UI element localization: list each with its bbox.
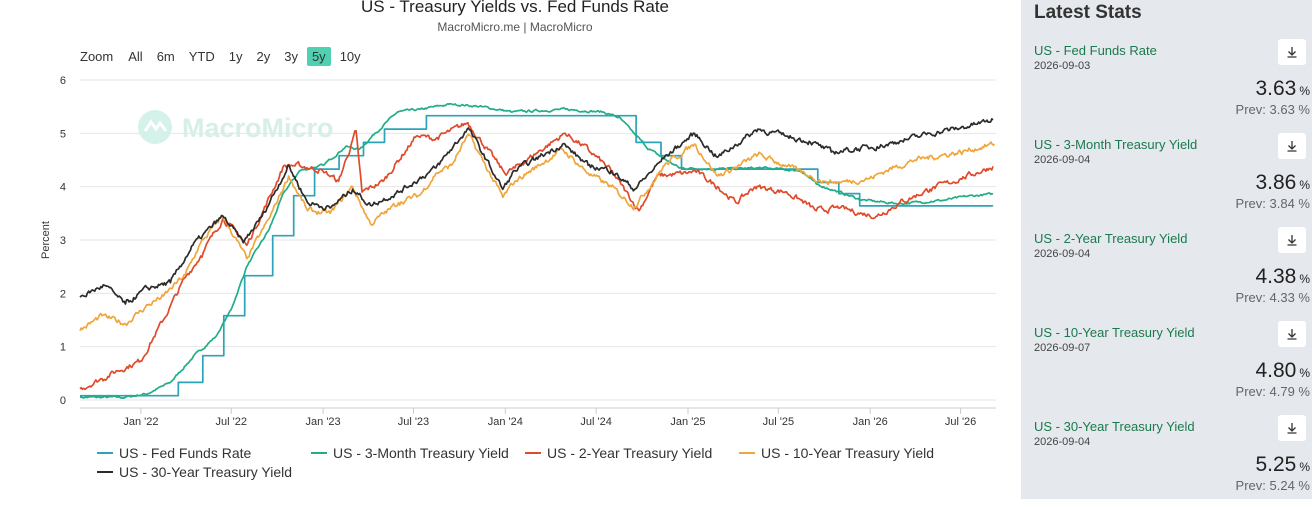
x-tick-label: Jan '22 [123, 416, 158, 428]
x-tick-label: Jul '26 [945, 416, 976, 428]
x-tick-label: Jan '23 [306, 416, 341, 428]
x-tick-label: Jan '26 [853, 416, 888, 428]
y-tick-label: 2 [60, 288, 66, 300]
line-chart: MacroMicro 0 1 2 3 4 5 6 Jan '22 Jul '22 Jan '23… [40, 75, 996, 428]
download-button[interactable] [1278, 321, 1306, 347]
watermark: MacroMicro [138, 110, 334, 144]
zoom-bar: Zoom All 6m YTD 1y 2y 3y 5y 10y [80, 47, 370, 66]
legend-item-2y[interactable]: US - 2-Year Treasury Yield [525, 445, 712, 461]
zoom-1y-button[interactable]: 1y [228, 49, 243, 64]
stat-prev: Prev: 4.33 % [1235, 290, 1310, 305]
series-lines [79, 102, 996, 399]
stat-value: 4.80% [1255, 359, 1310, 382]
zoom-6m-button[interactable]: 6m [156, 49, 175, 64]
stat-prev: Prev: 4.79 % [1235, 384, 1310, 399]
latest-stats-panel: Latest Stats US - Fed Funds Rate 2026-09… [1021, 0, 1312, 499]
download-button[interactable] [1278, 227, 1306, 253]
legend-label: US - 10-Year Treasury Yield [761, 445, 935, 461]
watermark-text: MacroMicro [182, 113, 334, 143]
x-tick-label: Jul '23 [398, 416, 429, 428]
legend-item-10y[interactable]: US - 10-Year Treasury Yield [739, 445, 934, 461]
zoom-3y-button[interactable]: 3y [284, 49, 298, 64]
series-line-4 [79, 133, 996, 332]
stat-date: 2026-09-04 [1034, 436, 1091, 448]
legend-swatch [97, 471, 113, 473]
stat-3m: US - 3-Month Treasury Yield 2026-09-04 3… [1034, 133, 1312, 229]
stat-name[interactable]: US - 10-Year Treasury Yield [1034, 325, 1195, 340]
stat-prev: Prev: 5.24 % [1235, 478, 1310, 493]
y-axis: 0 1 2 3 4 5 6 [60, 75, 66, 407]
zoom-all-button[interactable]: All [128, 49, 143, 64]
stat-date: 2026-09-04 [1034, 154, 1091, 166]
series-line-3 [79, 121, 994, 391]
y-tick-label: 0 [60, 395, 66, 407]
stat-prev: Prev: 3.84 % [1235, 196, 1310, 211]
stat-10y: US - 10-Year Treasury Yield 2026-09-07 4… [1034, 321, 1312, 417]
stat-date: 2026-09-07 [1034, 342, 1091, 354]
download-icon [1287, 47, 1297, 58]
stat-2y: US - 2-Year Treasury Yield 2026-09-04 4.… [1034, 227, 1312, 323]
download-icon [1287, 235, 1297, 246]
legend-label: US - 3-Month Treasury Yield [333, 445, 509, 461]
y-tick-label: 5 [60, 128, 66, 140]
y-axis-label: Percent [40, 221, 52, 259]
series-line-2 [79, 102, 994, 399]
legend-item-fed-funds[interactable]: US - Fed Funds Rate [97, 445, 251, 461]
y-tick-label: 6 [60, 75, 66, 87]
stat-date: 2026-09-03 [1034, 60, 1091, 72]
download-button[interactable] [1278, 133, 1306, 159]
stat-name[interactable]: US - 2-Year Treasury Yield [1034, 231, 1188, 246]
stat-value: 3.86% [1255, 171, 1310, 194]
x-tick-label: Jul '22 [216, 416, 247, 428]
x-tick-label: Jul '25 [763, 416, 794, 428]
download-icon [1287, 423, 1297, 434]
grid-lines [80, 79, 996, 409]
stat-name[interactable]: US - 30-Year Treasury Yield [1034, 419, 1195, 434]
legend-item-30y[interactable]: US - 30-Year Treasury Yield [97, 464, 292, 480]
stat-value: 5.25% [1255, 453, 1310, 476]
stat-prev: Prev: 3.63 % [1235, 102, 1310, 117]
x-tick-label: Jan '25 [670, 416, 705, 428]
zoom-2y-button[interactable]: 2y [256, 49, 271, 64]
y-tick-label: 4 [60, 182, 66, 194]
chart-subtitle: MacroMicro.me | MacroMicro [437, 20, 593, 34]
y-tick-label: 1 [60, 342, 66, 354]
zoom-5y-button[interactable]: 5y [306, 47, 331, 66]
stat-date: 2026-09-04 [1034, 248, 1091, 260]
stat-30y: US - 30-Year Treasury Yield 2026-09-04 5… [1034, 415, 1312, 511]
legend-swatch [311, 452, 327, 454]
watermark-logo-mark [143, 119, 168, 132]
series-line-1 [80, 114, 994, 397]
stat-name[interactable]: US - 3-Month Treasury Yield [1034, 137, 1198, 152]
download-icon [1287, 141, 1297, 152]
legend-label: US - 30-Year Treasury Yield [119, 464, 293, 480]
stat-value: 4.38% [1255, 265, 1310, 288]
zoom-label: Zoom [80, 49, 114, 64]
stats-title: Latest Stats [1034, 2, 1142, 23]
zoom-ytd-button[interactable]: YTD [188, 49, 215, 64]
stat-name[interactable]: US - Fed Funds Rate [1034, 43, 1157, 58]
x-tick-label: Jul '24 [580, 416, 611, 428]
legend-item-3m[interactable]: US - 3-Month Treasury Yield [311, 445, 509, 461]
chart-title: US - Treasury Yields vs. Fed Funds Rate [360, 0, 669, 16]
stat-value: 3.63% [1255, 77, 1310, 100]
stat-fed-funds: US - Fed Funds Rate 2026-09-03 3.63% Pre… [1034, 39, 1312, 135]
legend-swatch [525, 452, 541, 454]
download-button[interactable] [1278, 415, 1306, 441]
download-icon [1287, 329, 1297, 340]
legend-swatch [97, 452, 113, 454]
x-axis: Jan '22 Jul '22 Jan '23 Jul '23 Jan '24 Jul '… [123, 408, 976, 428]
legend-label: US - 2-Year Treasury Yield [547, 445, 713, 461]
zoom-10y-button[interactable]: 10y [339, 49, 361, 64]
y-tick-label: 3 [60, 235, 66, 247]
x-tick-label: Jan '24 [488, 416, 523, 428]
legend-swatch [739, 452, 755, 454]
download-button[interactable] [1278, 39, 1306, 65]
chart-area: US - Treasury Yields vs. Fed Funds Rate … [40, 0, 996, 480]
series-line-5 [79, 118, 994, 305]
legend-label: US - Fed Funds Rate [119, 445, 252, 461]
